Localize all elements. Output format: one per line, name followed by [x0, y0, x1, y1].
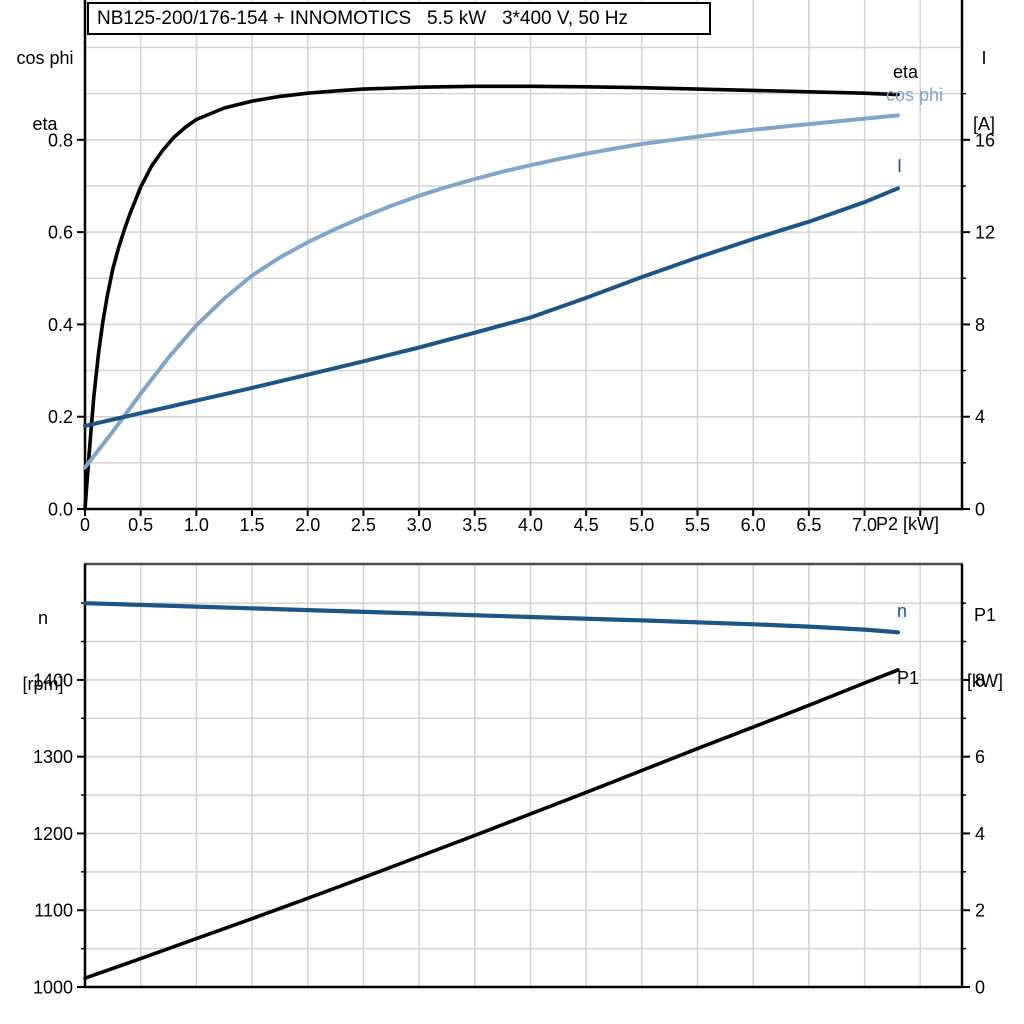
- tick-label-x: 6.5: [796, 515, 821, 535]
- tick-label-right: 8: [975, 670, 985, 690]
- top-left-axis-title-line1: cos phi: [16, 48, 74, 68]
- tick-label-x: 3.0: [407, 515, 432, 535]
- tick-label-left: 0.8: [48, 130, 73, 150]
- curve-label-input-power: P1: [897, 668, 920, 688]
- tick-label-right: 8: [975, 315, 985, 335]
- top-right-axis-title-line1: I: [981, 48, 987, 68]
- x-axis-unit-label: P2 [kW]: [876, 514, 940, 534]
- tick-label-x: 4.5: [574, 515, 599, 535]
- tick-label-x: 6.0: [741, 515, 766, 535]
- tick-label-x: 0.5: [128, 515, 153, 535]
- curve-label-eta: eta: [893, 62, 919, 82]
- tick-label-x: 5.0: [629, 515, 654, 535]
- tick-label-right: 6: [975, 747, 985, 767]
- curve-p1: [83, 668, 900, 981]
- bottom-right-axis-title: P1 [kW]: [950, 560, 1020, 736]
- bottom-right-axis-title-line2: [kW]: [967, 671, 1003, 691]
- tick-label-left: 0.4: [48, 315, 73, 335]
- tick-label-left: 1200: [33, 824, 73, 844]
- tick-label-left: 1000: [33, 978, 73, 998]
- tick-label-right: 4: [975, 824, 985, 844]
- tick-label-right: 2: [975, 901, 985, 921]
- tick-label-x: 3.5: [462, 515, 487, 535]
- curve-eta: [83, 84, 900, 511]
- curve-i: [83, 186, 900, 428]
- tick-label-left: 1100: [34, 901, 73, 921]
- title-text: NB125-200/176-154 + INNOMOTICS 5.5 kW 3*…: [97, 7, 629, 29]
- tick-label-x: 2.0: [295, 515, 320, 535]
- curve-label-current: I: [897, 156, 903, 176]
- tick-label-x: 5.5: [685, 515, 710, 535]
- tick-label-left: 0.0: [48, 500, 73, 520]
- curve-n: [82, 601, 901, 635]
- tick-label-right: 16: [975, 130, 995, 150]
- bottom-left-axis-title-line1: n: [37, 608, 48, 628]
- tick-label-x: 1.0: [184, 515, 209, 535]
- bottom-left-axis-title: n [rpm]: [4, 563, 82, 739]
- tick-label-left: 0.2: [48, 407, 73, 427]
- tick-label-left: 1400: [33, 670, 73, 690]
- tick-label-x: 0: [80, 515, 90, 535]
- top-left-axis-title: cos phi eta: [6, 3, 84, 179]
- top-right-axis-title: I [A]: [952, 3, 1016, 179]
- top-right-axis-title-line2: [A]: [972, 114, 995, 134]
- tick-label-left: 0.6: [48, 223, 73, 243]
- bottom-left-axis-title-line2: [rpm]: [22, 674, 64, 694]
- title-box: NB125-200/176-154 + INNOMOTICS 5.5 kW 3*…: [87, 2, 711, 35]
- bottom-right-axis-title-line1: P1: [973, 605, 997, 625]
- tick-label-x: 7.0: [852, 515, 877, 535]
- curve-cos-phi: [83, 113, 900, 470]
- tick-label-x: 4.0: [518, 515, 543, 535]
- tick-label-x: 2.5: [351, 515, 376, 535]
- tick-label-left: 1300: [33, 747, 73, 767]
- tick-label-right: 4: [975, 407, 985, 427]
- tick-label-right: 0: [975, 500, 985, 520]
- tick-label-x: 1.5: [240, 515, 265, 535]
- tick-label-right: 0: [975, 978, 985, 998]
- top-left-axis-title-line2: eta: [32, 114, 58, 134]
- curve-label-cos-phi: cos phi: [886, 85, 944, 105]
- curve-label-speed: n: [897, 601, 908, 621]
- tick-label-right: 12: [975, 223, 995, 243]
